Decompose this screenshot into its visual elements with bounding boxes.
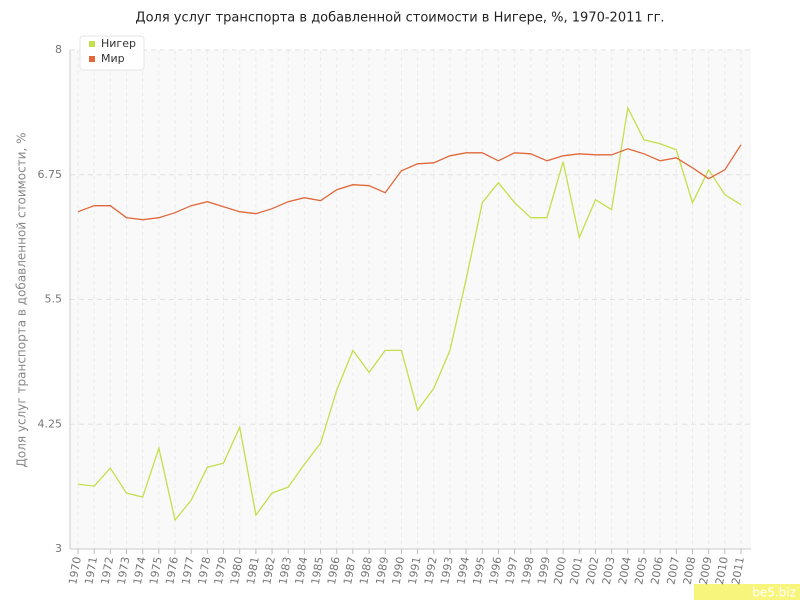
x-tick-label: 1995 — [471, 556, 489, 586]
x-tick-label: 1991 — [406, 556, 424, 586]
x-tick-label: 1987 — [341, 556, 359, 586]
x-tick-label: 1998 — [519, 556, 537, 586]
x-tick-label: 1973 — [115, 556, 133, 586]
x-tick-label: 1993 — [438, 556, 456, 586]
x-tick-label: 2005 — [632, 556, 650, 586]
y-tick-label: 6.75 — [38, 168, 63, 181]
x-tick-label: 2010 — [713, 556, 731, 586]
x-tick-label: 1974 — [131, 556, 149, 586]
x-tick-label: 1976 — [163, 556, 181, 586]
x-tick-label: 1980 — [228, 556, 246, 586]
x-tick-label: 1996 — [487, 556, 505, 586]
x-tick-label: 1997 — [503, 556, 521, 586]
x-tick-label: 1984 — [293, 556, 311, 586]
x-tick-label: 1990 — [390, 556, 408, 586]
chart-title: Доля услуг транспорта в добавленной стои… — [135, 11, 664, 26]
watermark: be5.biz — [752, 586, 796, 600]
legend-swatch — [89, 41, 95, 47]
x-tick-label: 1992 — [422, 556, 440, 586]
x-tick-label: 1982 — [260, 556, 278, 586]
x-tick-label: 1983 — [276, 556, 294, 586]
x-tick-label: 1979 — [212, 556, 230, 586]
watermark-bg — [694, 584, 800, 600]
x-tick-label: 1999 — [535, 556, 553, 586]
x-tick-label: 1972 — [99, 556, 117, 586]
x-tick-label: 1986 — [325, 556, 343, 586]
legend-box — [79, 35, 145, 71]
x-tick-label: 1989 — [373, 556, 391, 586]
y-tick-label: 3 — [55, 542, 62, 555]
series-line — [77, 144, 742, 221]
x-tick-label: 1978 — [196, 556, 214, 586]
y-tick-label: 5.5 — [45, 293, 63, 306]
legend-label: Нигер — [101, 37, 136, 50]
x-tick-label: 1985 — [309, 556, 327, 586]
x-tick-label: 2007 — [665, 556, 683, 586]
x-tick-label: 1994 — [454, 556, 472, 586]
x-tick-label: 1977 — [179, 556, 197, 586]
x-tick-label: 2001 — [568, 556, 586, 586]
y-tick-label: 4.25 — [38, 417, 63, 430]
x-tick-label: 1975 — [147, 556, 165, 586]
x-tick-label: 1971 — [82, 556, 100, 586]
x-tick-label: 2002 — [584, 556, 602, 586]
y-tick-label: 8 — [55, 43, 62, 56]
x-tick-label: 2000 — [551, 556, 569, 586]
x-tick-label: 1988 — [357, 556, 375, 586]
legend: Нигер Мир — [79, 35, 145, 71]
x-tick-label: 1970 — [66, 556, 84, 586]
y-axis-label: Доля услуг транспорта в добавленной стои… — [15, 133, 29, 468]
legend-label: Мир — [101, 52, 125, 65]
legend-swatch — [89, 56, 95, 62]
series-line — [77, 105, 742, 522]
x-tick-label: 1981 — [244, 556, 262, 586]
x-tick-label: 2011 — [729, 556, 747, 586]
x-tick-label: 2003 — [600, 556, 618, 586]
x-tick-label: 2009 — [697, 556, 715, 586]
x-tick-label: 2008 — [681, 556, 699, 586]
x-tick-label: 2004 — [616, 556, 634, 586]
x-tick-label: 2006 — [648, 556, 666, 586]
